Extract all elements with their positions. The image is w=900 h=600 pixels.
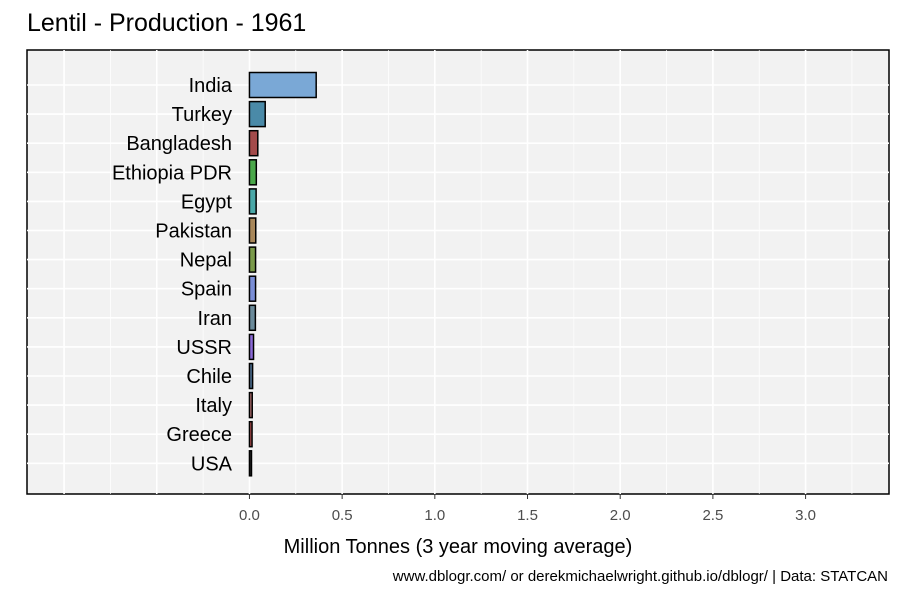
category-label: Egypt (181, 191, 233, 213)
bar-italy (248, 391, 253, 419)
bar-bangladesh (248, 129, 259, 157)
x-tick-label: 2.5 (702, 507, 723, 524)
bar-spain (248, 275, 257, 302)
category-label: Italy (195, 395, 232, 417)
bar-india (248, 71, 317, 99)
category-label: Chile (186, 366, 232, 388)
x-tick-label: 1.0 (424, 507, 445, 524)
category-label: USA (191, 453, 233, 475)
bar-usa (248, 450, 253, 477)
bar-greece (248, 420, 253, 448)
category-label: India (189, 75, 233, 97)
category-label: Turkey (172, 104, 232, 126)
bars (248, 71, 317, 477)
category-label: USSR (176, 337, 232, 359)
x-tick-label: 2.0 (610, 507, 631, 524)
bar-ethiopia-pdr (248, 159, 258, 186)
bar-iran (248, 304, 257, 332)
grid-major (27, 50, 889, 494)
x-axis-label: Million Tonnes (3 year moving average) (284, 536, 633, 558)
bar-turkey (248, 100, 266, 128)
x-tick-label: 3.0 (795, 507, 816, 524)
category-label: Nepal (180, 250, 232, 272)
category-labels: India Turkey Bangladesh Ethiopia PDR Egypt Pa… (112, 75, 233, 475)
category-label: Bangladesh (126, 133, 232, 155)
x-tick-label: 1.5 (517, 507, 538, 524)
category-label: Greece (166, 424, 232, 446)
category-label: Spain (181, 279, 232, 301)
bar-pakistan (248, 217, 257, 244)
grid-minor (110, 50, 853, 494)
bar-egypt (248, 188, 257, 215)
x-axis-ticks: 0.0 0.5 1.0 1.5 2.0 2.5 3.0 (239, 494, 816, 524)
bar-chile (248, 362, 254, 390)
bar-nepal (248, 246, 257, 273)
category-label: Pakistan (155, 221, 232, 243)
plot-panel (26, 49, 890, 495)
caption: www.dblogr.com/ or derekmichaelwright.gi… (392, 568, 888, 585)
bar-ussr (248, 333, 255, 361)
chart-title: Lentil - Production - 1961 (27, 9, 307, 37)
x-tick-label: 0.5 (332, 507, 353, 524)
category-label: Iran (198, 308, 232, 330)
category-label: Ethiopia PDR (112, 162, 232, 184)
x-tick-label: 0.0 (239, 507, 260, 524)
